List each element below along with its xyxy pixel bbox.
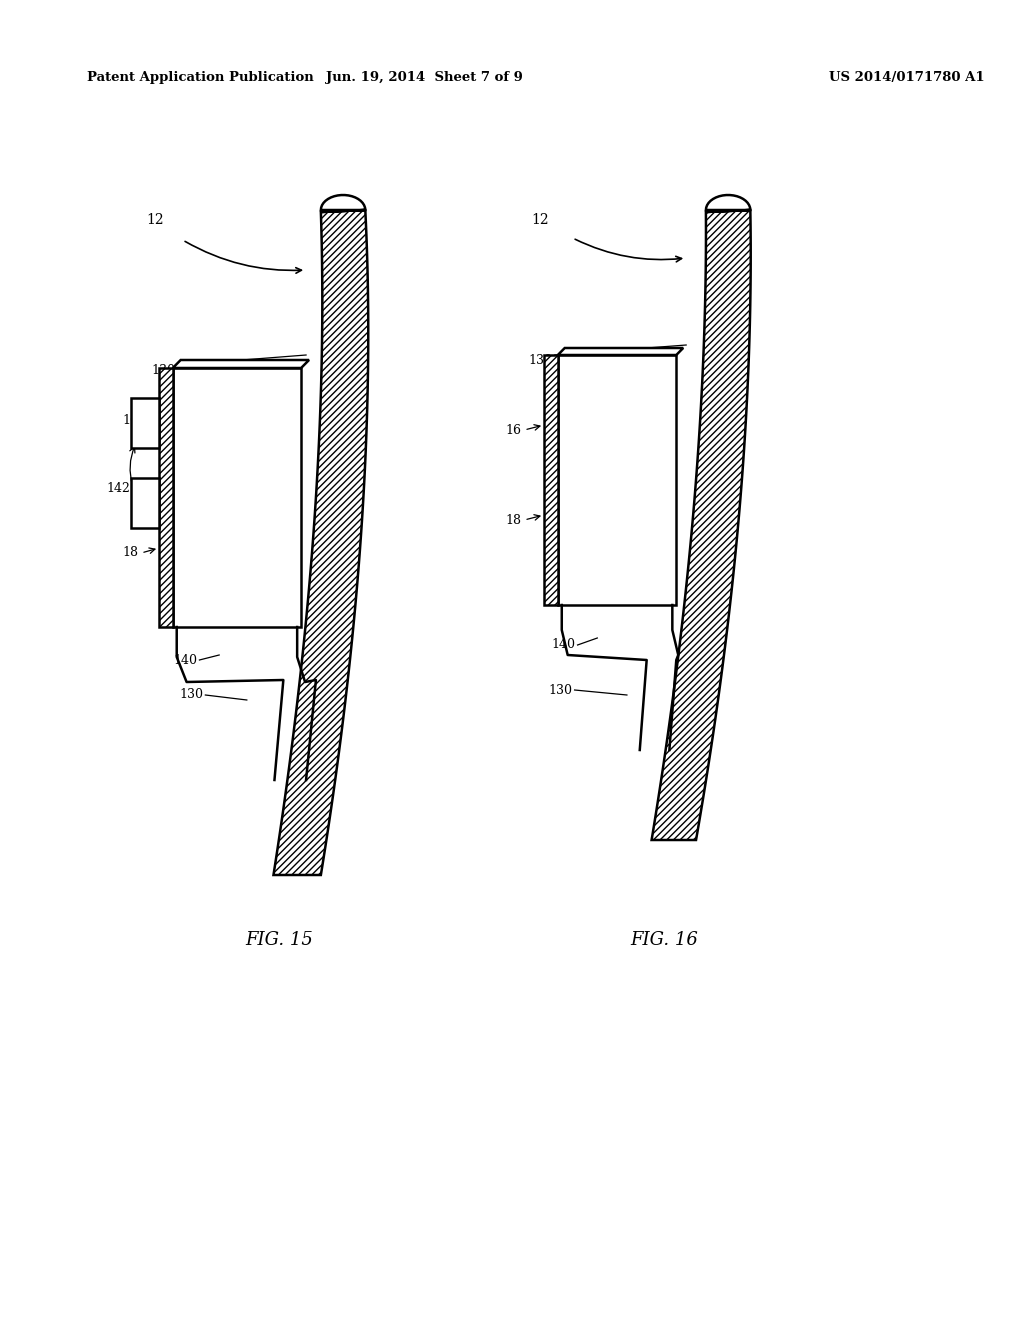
Text: Patent Application Publication: Patent Application Publication xyxy=(87,71,313,84)
Polygon shape xyxy=(558,348,683,355)
Polygon shape xyxy=(321,195,366,213)
Text: 18: 18 xyxy=(122,546,138,560)
Bar xyxy=(558,355,676,605)
Text: 130: 130 xyxy=(152,363,176,376)
Polygon shape xyxy=(273,210,369,875)
Text: 16: 16 xyxy=(505,424,521,437)
Text: FIG. 15: FIG. 15 xyxy=(246,931,313,949)
Text: 18: 18 xyxy=(505,513,521,527)
Text: 140: 140 xyxy=(173,653,198,667)
Text: 12: 12 xyxy=(146,213,164,227)
Text: US 2014/0171780 A1: US 2014/0171780 A1 xyxy=(829,71,985,84)
Text: 142: 142 xyxy=(106,482,130,495)
Text: 130: 130 xyxy=(528,354,553,367)
Bar xyxy=(131,399,159,447)
Text: 16: 16 xyxy=(122,413,138,426)
Text: 140: 140 xyxy=(552,639,575,652)
Bar xyxy=(159,368,173,627)
Text: 130: 130 xyxy=(179,689,204,701)
Text: Jun. 19, 2014  Sheet 7 of 9: Jun. 19, 2014 Sheet 7 of 9 xyxy=(326,71,523,84)
Text: 12: 12 xyxy=(531,213,549,227)
Polygon shape xyxy=(173,360,309,368)
Polygon shape xyxy=(706,195,751,213)
Text: 130: 130 xyxy=(549,684,572,697)
Text: FIG. 16: FIG. 16 xyxy=(631,931,698,949)
Bar xyxy=(544,355,558,605)
Bar xyxy=(173,368,301,627)
Polygon shape xyxy=(651,210,751,840)
Bar xyxy=(131,478,159,528)
